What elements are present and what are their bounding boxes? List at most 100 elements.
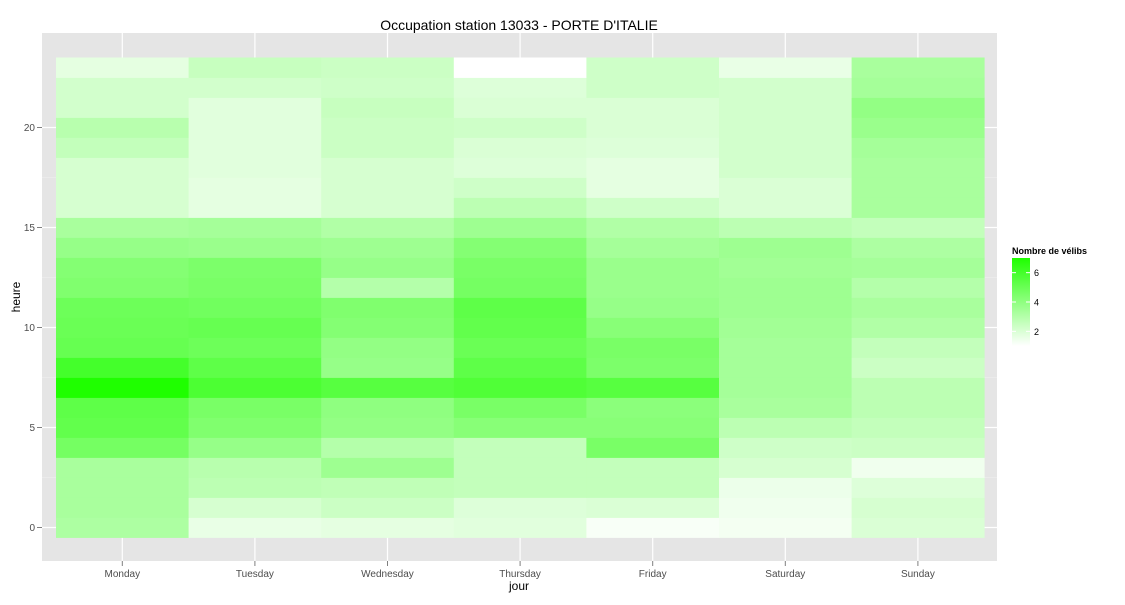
heatmap-tile xyxy=(56,377,189,398)
x-tick-label: Wednesday xyxy=(361,569,414,580)
y-tick-label: 10 xyxy=(24,323,36,334)
heatmap-tile xyxy=(56,197,189,218)
heatmap-tile xyxy=(56,57,189,78)
heatmap-tile xyxy=(188,217,322,238)
heatmap-tile xyxy=(586,157,720,178)
heatmap-tile xyxy=(188,397,322,418)
heatmap-tile xyxy=(453,397,587,418)
heatmap-tile xyxy=(453,157,587,178)
heatmap-tile xyxy=(56,277,189,298)
heatmap-tile xyxy=(188,157,322,178)
heatmap-tile xyxy=(321,417,455,438)
heatmap-tile xyxy=(719,77,852,98)
heatmap-tile xyxy=(851,437,985,458)
heatmap-tile xyxy=(56,237,189,258)
heatmap-tile xyxy=(56,217,189,238)
heatmap-tile xyxy=(321,297,455,318)
heatmap-tile xyxy=(56,117,189,138)
heatmap-tile xyxy=(453,317,587,338)
legend-tick-label: 2 xyxy=(1034,327,1039,337)
heatmap-tile xyxy=(321,177,455,198)
heatmap-tile xyxy=(321,477,455,498)
heatmap-tile xyxy=(321,437,455,458)
heatmap-tile xyxy=(586,497,720,518)
heatmap-tile xyxy=(851,117,985,138)
heatmap-tile xyxy=(719,197,852,218)
heatmap-tile xyxy=(188,97,322,118)
heatmap-tile xyxy=(719,477,852,498)
heatmap-tile xyxy=(321,217,455,238)
heatmap-tile xyxy=(453,357,587,378)
y-axis: 0 5 10 15 20 xyxy=(24,123,42,534)
x-tick-label: Sunday xyxy=(901,569,935,580)
heatmap-tile xyxy=(586,277,720,298)
legend-ticks: 2 4 6 xyxy=(1012,268,1039,337)
heatmap-tile xyxy=(851,357,985,378)
heatmap-tile xyxy=(56,177,189,198)
heatmap-tile xyxy=(719,157,852,178)
heatmap-tile xyxy=(719,517,852,538)
heatmap-tile xyxy=(321,117,455,138)
heatmap-tile xyxy=(321,57,455,78)
heatmap-tile xyxy=(719,337,852,358)
heatmap-tile xyxy=(188,257,322,278)
heatmap-tile xyxy=(188,297,322,318)
x-tick-label: Thursday xyxy=(499,569,541,580)
heatmap-tile xyxy=(851,177,985,198)
heatmap-tile xyxy=(56,417,189,438)
heatmap-tiles xyxy=(56,57,985,538)
heatmap-tile xyxy=(188,457,322,478)
heatmap-tile xyxy=(851,457,985,478)
heatmap-tile xyxy=(851,157,985,178)
heatmap-tile xyxy=(851,97,985,118)
heatmap-tile xyxy=(851,517,985,538)
heatmap-tile xyxy=(586,517,720,538)
heatmap-tile xyxy=(586,57,720,78)
heatmap-tile xyxy=(851,477,985,498)
heatmap-tile xyxy=(188,77,322,98)
heatmap-tile xyxy=(321,337,455,358)
heatmap-tile xyxy=(586,297,720,318)
heatmap-tile xyxy=(321,377,455,398)
heatmap-tile xyxy=(188,337,322,358)
legend-colorbar xyxy=(1012,258,1030,346)
heatmap-tile xyxy=(188,417,322,438)
heatmap-tile xyxy=(719,457,852,478)
heatmap-tile xyxy=(586,377,720,398)
heatmap-tile xyxy=(188,237,322,258)
heatmap-tile xyxy=(851,497,985,518)
heatmap-tile xyxy=(453,237,587,258)
heatmap-tile xyxy=(453,97,587,118)
heatmap-tile xyxy=(453,337,587,358)
heatmap-tile xyxy=(586,257,720,278)
heatmap-tile xyxy=(586,357,720,378)
heatmap-tile xyxy=(586,337,720,358)
heatmap-tile xyxy=(321,517,455,538)
heatmap-tile xyxy=(188,317,322,338)
heatmap-tile xyxy=(453,257,587,278)
heatmap-tile xyxy=(188,517,322,538)
x-tick-label: Saturday xyxy=(765,569,805,580)
heatmap-tile xyxy=(56,497,189,518)
heatmap-tile xyxy=(719,237,852,258)
heatmap-tile xyxy=(851,197,985,218)
heatmap-tile xyxy=(56,437,189,458)
x-axis-label: jour xyxy=(508,579,529,593)
heatmap-tile xyxy=(719,377,852,398)
heatmap-tile xyxy=(851,237,985,258)
heatmap-tile xyxy=(851,137,985,158)
heatmap-tile xyxy=(586,437,720,458)
heatmap-tile xyxy=(719,357,852,378)
legend-tick-label: 6 xyxy=(1034,268,1039,278)
heatmap-tile xyxy=(586,317,720,338)
heatmap-tile xyxy=(586,77,720,98)
legend-title: Nombre de vélibs xyxy=(1012,246,1087,256)
heatmap-tile xyxy=(321,257,455,278)
heatmap-tile xyxy=(719,497,852,518)
heatmap-tile xyxy=(56,257,189,278)
heatmap-tile xyxy=(851,377,985,398)
heatmap-tile xyxy=(719,277,852,298)
heatmap-tile xyxy=(851,397,985,418)
